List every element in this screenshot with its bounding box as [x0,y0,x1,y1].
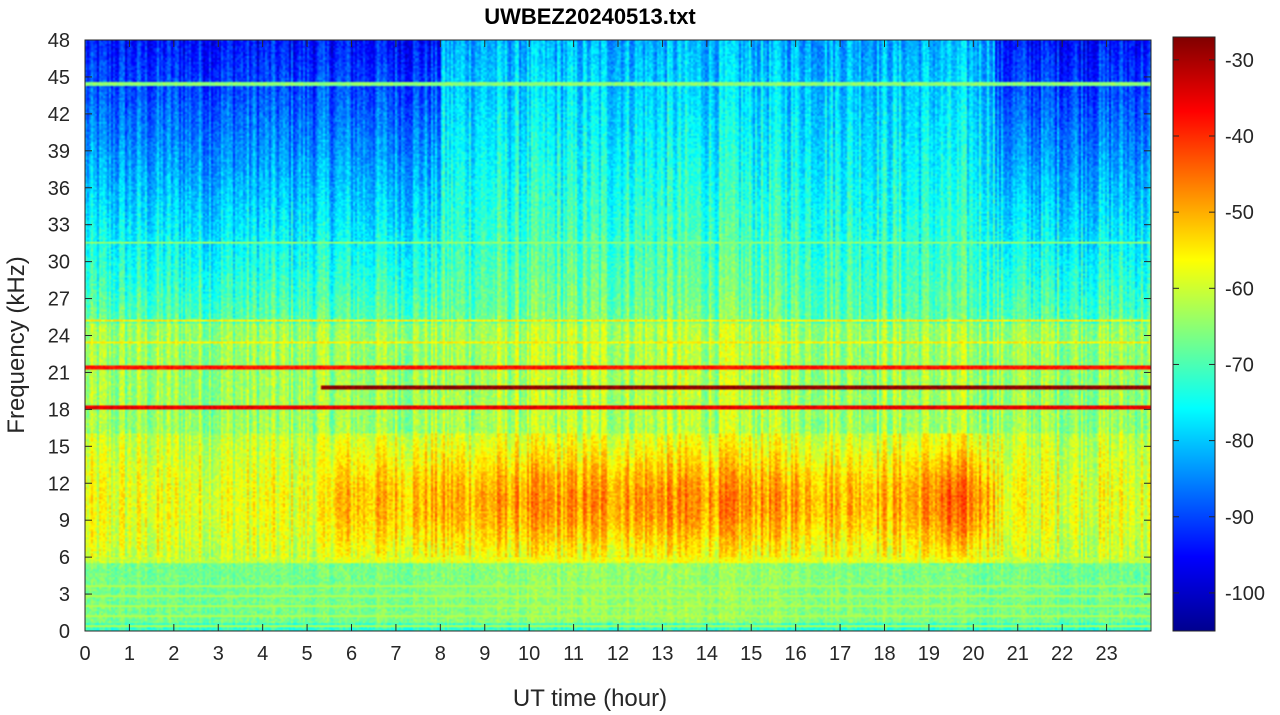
x-tick-label: 2 [168,643,179,665]
colorbar-tick-label: -40 [1225,126,1254,148]
y-axis-label: Frequency (kHz) [3,256,30,433]
y-tick-label: 27 [48,289,70,311]
x-tick-label: 15 [740,643,762,665]
colorbar-tick-label: -50 [1225,202,1254,224]
y-tick-label: 15 [48,436,70,458]
colorbar-tick-label: -80 [1225,431,1254,453]
x-tick-label: 12 [607,643,629,665]
colorbar: -30 -40 -50 -60 -70 -80 -90 -100 [1172,36,1265,632]
x-tick-label: 10 [518,643,540,665]
x-tick-label: 9 [479,643,490,665]
y-tick-label: 45 [48,67,70,89]
x-tick-label: 7 [390,643,401,665]
x-tick-label: 1 [124,643,135,665]
x-tick-label: 20 [962,643,984,665]
colorbar-tick-label: -90 [1225,507,1254,529]
colorbar-frame [1172,36,1216,632]
colorbar-tick-label: -60 [1225,278,1254,300]
y-tick-label: 3 [59,584,70,606]
y-tick-label: 36 [48,178,70,200]
x-tick-label: 4 [257,643,268,665]
x-tick-label: 19 [918,643,940,665]
heatmap-image [85,40,1151,631]
colorbar-gradient [1173,37,1215,631]
x-axis: 0 1 2 3 4 5 6 7 8 9 10 11 12 13 14 15 16 17 18 19 20 21 22 23 [79,40,1118,665]
y-tick-label: 18 [48,399,70,421]
chart-title: UWBEZ20240513.txt [484,4,696,29]
plot-area: 0 1 2 3 4 5 6 7 8 9 10 11 12 13 14 15 16 17 18 19 20 21 22 23 0… [48,30,1152,665]
x-tick-label: 16 [785,643,807,665]
x-tick-label: 21 [1007,643,1029,665]
x-tick-label: 5 [302,643,313,665]
x-tick-label: 14 [696,643,718,665]
x-tick-label: 11 [563,643,584,665]
y-tick-label: 30 [48,252,70,274]
y-tick-label: 42 [48,104,70,126]
y-tick-label: 9 [59,510,70,532]
y-tick-label: 12 [48,473,70,495]
y-tick-label: 6 [59,547,70,569]
x-tick-label: 3 [213,643,224,665]
y-tick-label: 48 [48,30,70,52]
x-tick-label: 6 [346,643,357,665]
colorbar-tick-label: -70 [1225,354,1254,376]
x-axis-label: UT time (hour) [513,685,667,712]
x-tick-label: 22 [1051,643,1073,665]
colorbar-tick-label: -100 [1225,583,1265,605]
y-tick-label: 24 [48,326,70,348]
x-tick-label: 0 [79,643,90,665]
y-tick-label: 39 [48,141,70,163]
y-tick-label: 0 [59,621,70,643]
x-tick-label: 23 [1095,643,1117,665]
x-tick-label: 18 [873,643,895,665]
colorbar-tick-label: -30 [1225,50,1254,72]
x-tick-label: 17 [829,643,851,665]
x-tick-label: 8 [435,643,446,665]
colorbar-ticks: -30 -40 -50 -60 -70 -80 -90 -100 [1173,50,1265,605]
x-tick-label: 13 [651,643,673,665]
y-tick-label: 33 [48,215,70,237]
y-tick-label: 21 [48,362,70,384]
